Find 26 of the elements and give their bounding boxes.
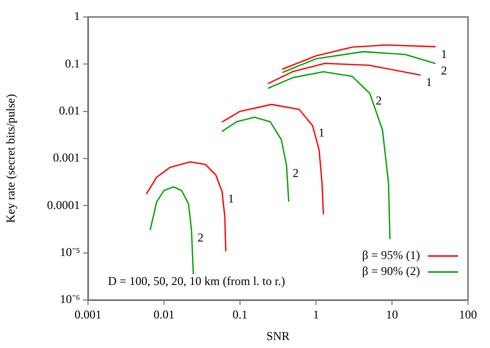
annotation: 2 bbox=[441, 64, 448, 78]
x-axis-title: SNR bbox=[266, 328, 290, 343]
x-tick-label: 0.01 bbox=[154, 307, 174, 322]
x-tick-label: 0.1 bbox=[232, 307, 248, 322]
x-tick-label: 1 bbox=[313, 307, 319, 322]
legend-label: β = 95% (1) bbox=[362, 248, 420, 262]
y-tick-label: 0.001 bbox=[53, 150, 80, 165]
y-tick-label: 10⁻⁶ bbox=[60, 292, 80, 306]
y-tick-label: 0.0001 bbox=[47, 198, 80, 212]
annotation: 1 bbox=[228, 192, 234, 206]
y-tick-label: 0.01 bbox=[59, 103, 80, 118]
annotation: 1 bbox=[426, 75, 432, 90]
annotation: 2 bbox=[376, 94, 382, 108]
y-tick-label: 10⁻⁵ bbox=[60, 244, 80, 259]
annotation: 1 bbox=[318, 126, 325, 140]
y-tick-label: 1 bbox=[74, 9, 80, 24]
legend-label: β = 90% (2) bbox=[362, 264, 420, 278]
x-tick-label: 100 bbox=[459, 307, 477, 322]
y-axis-title: Key rate (secret bits/pulse) bbox=[3, 94, 18, 223]
x-tick-label: 0.001 bbox=[74, 307, 102, 322]
y-tick-label: 0.1 bbox=[65, 56, 80, 70]
x-tick-label: 10 bbox=[386, 307, 398, 322]
annotation: 1 bbox=[441, 46, 448, 61]
annotation: 2 bbox=[197, 230, 204, 244]
annotation: D = 100, 50, 20, 10 km (from l. to r.) bbox=[108, 274, 286, 288]
annotation: 2 bbox=[292, 166, 299, 180]
